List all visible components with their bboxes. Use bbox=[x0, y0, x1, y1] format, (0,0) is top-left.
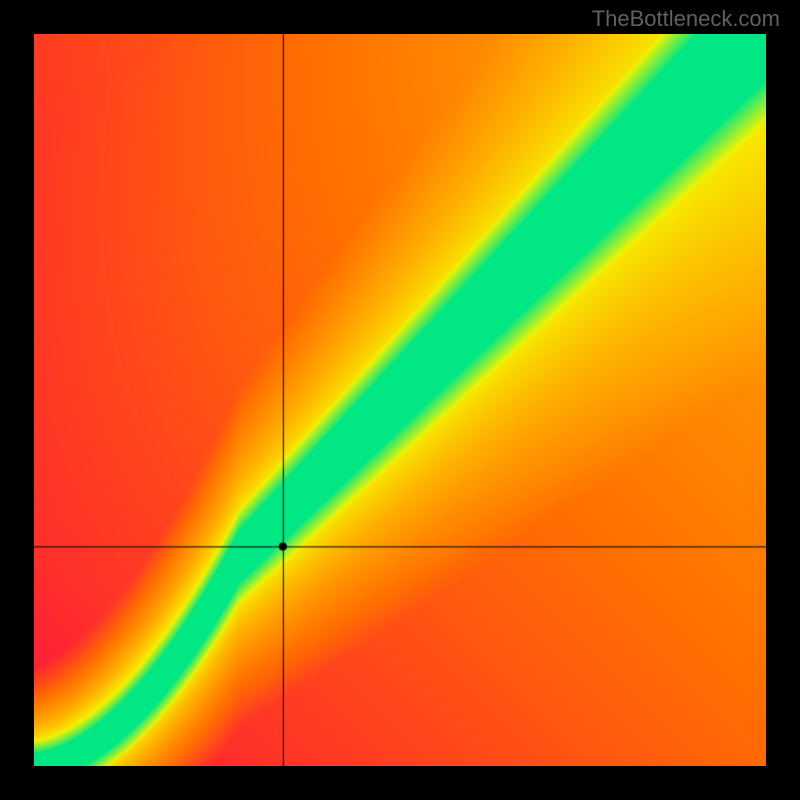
chart-container: TheBottleneck.com bbox=[0, 0, 800, 800]
plot-area bbox=[34, 34, 766, 766]
watermark-text: TheBottleneck.com bbox=[592, 6, 780, 32]
heatmap-canvas bbox=[34, 34, 766, 766]
